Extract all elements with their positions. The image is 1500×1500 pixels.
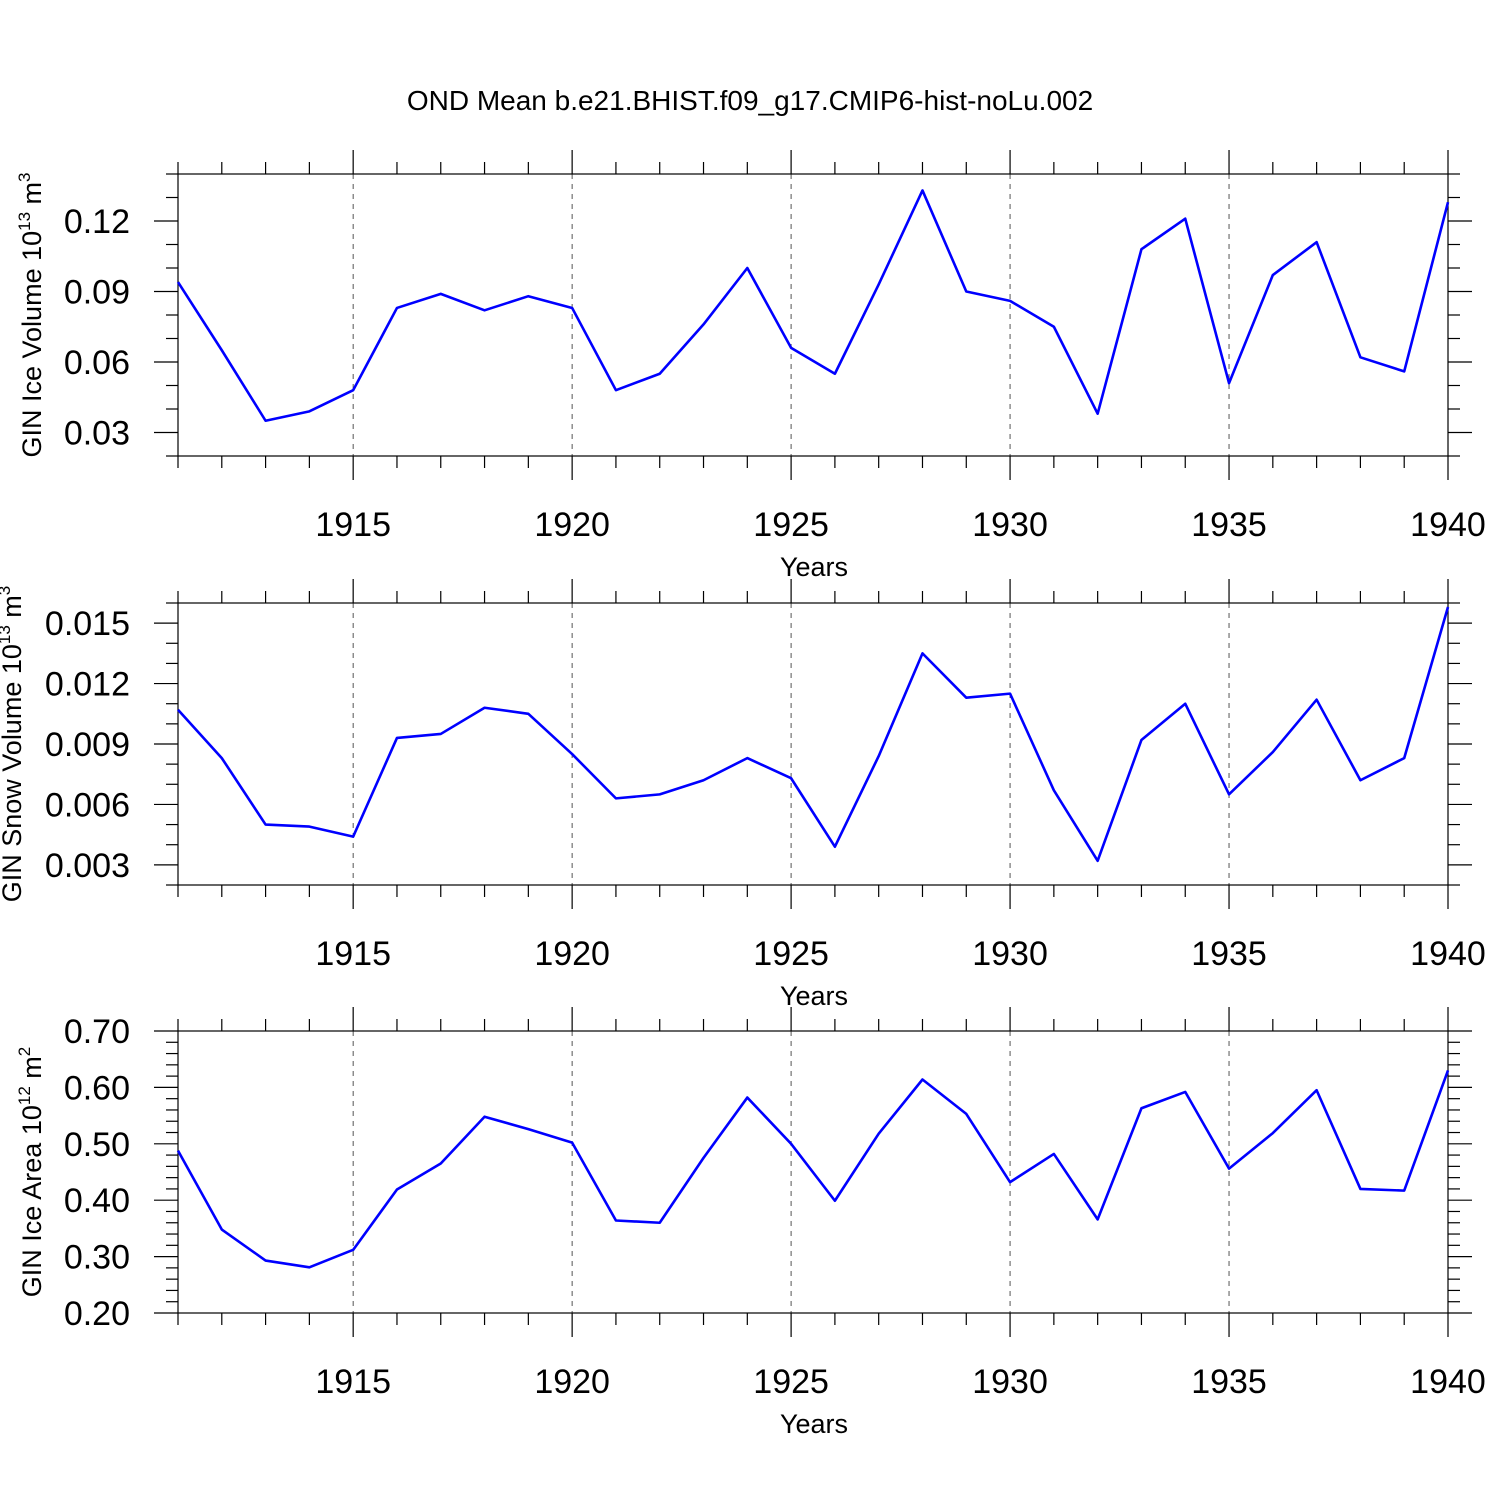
x-axis-label: Years bbox=[780, 981, 848, 1011]
x-tick-label: 1925 bbox=[753, 935, 829, 973]
x-tick-label: 1935 bbox=[1191, 935, 1267, 973]
x-tick-label: 1925 bbox=[753, 1363, 829, 1401]
y-axis-label-unit-exponent: 3 bbox=[15, 172, 34, 181]
x-axis-label: Years bbox=[780, 1409, 848, 1439]
y-tick-label: 0.60 bbox=[64, 1069, 130, 1107]
y-tick-label: 0.006 bbox=[45, 786, 130, 824]
y-tick-label: 0.30 bbox=[64, 1239, 130, 1277]
x-tick-label: 1930 bbox=[972, 935, 1048, 973]
plot-frame bbox=[177, 602, 1449, 886]
y-tick-label: 0.012 bbox=[45, 666, 130, 704]
y-tick-label: 0.50 bbox=[64, 1126, 130, 1164]
chart-panel-3: 1915 1920 1925 1930 1935 1940 Years 0.20 0.30 0.4… bbox=[15, 1007, 1486, 1439]
x-axis-label: Years bbox=[780, 552, 848, 582]
chart-panel-2: 1915 1920 1925 1930 1935 1940 Years 0.003 0.006 0… bbox=[0, 579, 1486, 1011]
y-tick-label: 0.009 bbox=[45, 726, 130, 764]
y-tick-label: 0.06 bbox=[64, 344, 130, 382]
y-axis-label-exponent: 13 bbox=[15, 212, 34, 231]
x-tick-label: 1930 bbox=[972, 1363, 1048, 1401]
y-axis-label-unit-exponent: 2 bbox=[15, 1047, 34, 1056]
y-axis-label-text: GIN Ice Area 10 bbox=[17, 1105, 47, 1297]
y-tick-label: 0.015 bbox=[45, 605, 130, 643]
y-axis-label-unit: m bbox=[17, 1056, 47, 1086]
y-axis-label-unit-exponent: 3 bbox=[0, 586, 14, 595]
x-tick-label: 1925 bbox=[753, 506, 829, 544]
y-axis-label-exponent: 12 bbox=[15, 1086, 34, 1105]
y-axis-label-text: GIN Ice Volume 10 bbox=[17, 231, 47, 458]
x-tick-label: 1915 bbox=[315, 935, 391, 973]
plot-frame bbox=[177, 1030, 1449, 1314]
x-tick-label: 1920 bbox=[534, 935, 610, 973]
x-tick-label: 1940 bbox=[1410, 935, 1486, 973]
y-tick-label: 0.09 bbox=[64, 274, 130, 312]
x-tick-label: 1920 bbox=[534, 1363, 610, 1401]
series-line bbox=[176, 189, 1450, 423]
series-line bbox=[177, 606, 1450, 863]
x-tick-label: 1915 bbox=[315, 506, 391, 544]
y-axis-label: GIN Ice Volume 1013 m3 bbox=[15, 172, 47, 457]
x-tick-label: 1930 bbox=[972, 506, 1048, 544]
y-axis-label-text: GIN Snow Volume 10 bbox=[0, 644, 27, 902]
y-tick-label: 0.70 bbox=[64, 1013, 130, 1051]
x-tick-label: 1935 bbox=[1191, 1363, 1267, 1401]
y-axis-label: GIN Ice Area 1012 m2 bbox=[15, 1047, 47, 1298]
y-tick-label: 0.12 bbox=[64, 203, 130, 241]
figure-title: OND Mean b.e21.BHIST.f09_g17.CMIP6-hist-… bbox=[407, 85, 1093, 116]
y-axis-label-exponent: 13 bbox=[0, 625, 14, 644]
x-tick-label: 1940 bbox=[1410, 1363, 1486, 1401]
y-tick-label: 0.003 bbox=[45, 847, 130, 885]
y-axis-label: GIN Snow Volume 1013 m3 bbox=[0, 586, 27, 903]
y-tick-label: 0.20 bbox=[64, 1295, 130, 1333]
x-tick-label: 1920 bbox=[534, 506, 610, 544]
y-tick-label: 0.03 bbox=[64, 415, 130, 453]
y-axis-label-unit: m bbox=[17, 182, 47, 212]
y-axis-label-unit: m bbox=[0, 595, 27, 625]
series-line bbox=[176, 1070, 1450, 1269]
y-tick-label: 0.40 bbox=[64, 1182, 130, 1220]
panels: 1915 1920 1925 1930 1935 1940 Years 0.03 0.06 0.0… bbox=[0, 150, 1486, 1439]
x-tick-label: 1940 bbox=[1410, 506, 1486, 544]
x-tick-label: 1915 bbox=[315, 1363, 391, 1401]
x-tick-label: 1935 bbox=[1191, 506, 1267, 544]
chart-panel-1: 1915 1920 1925 1930 1935 1940 Years 0.03 0.06 0.0… bbox=[15, 150, 1486, 582]
